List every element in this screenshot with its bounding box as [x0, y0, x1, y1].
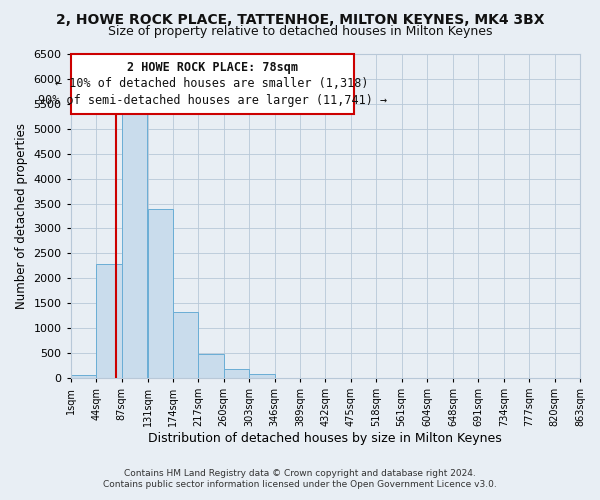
Bar [199, 354, 224, 378]
Text: Contains public sector information licensed under the Open Government Licence v3: Contains public sector information licen… [103, 480, 497, 489]
Bar [71, 376, 96, 378]
Bar [122, 106, 147, 378]
X-axis label: Distribution of detached houses by size in Milton Keynes: Distribution of detached houses by size … [148, 432, 502, 445]
Text: 2, HOWE ROCK PLACE, TATTENHOE, MILTON KEYNES, MK4 3BX: 2, HOWE ROCK PLACE, TATTENHOE, MILTON KE… [56, 12, 544, 26]
Y-axis label: Number of detached properties: Number of detached properties [15, 123, 28, 309]
Bar [148, 210, 173, 378]
Bar [96, 264, 122, 378]
Text: 90% of semi-detached houses are larger (11,741) →: 90% of semi-detached houses are larger (… [38, 94, 387, 107]
Bar [224, 368, 249, 378]
Bar [249, 374, 275, 378]
Text: Size of property relative to detached houses in Milton Keynes: Size of property relative to detached ho… [108, 25, 492, 38]
Text: ← 10% of detached houses are smaller (1,318): ← 10% of detached houses are smaller (1,… [55, 78, 369, 90]
Text: 2 HOWE ROCK PLACE: 78sqm: 2 HOWE ROCK PLACE: 78sqm [127, 60, 298, 74]
Text: Contains HM Land Registry data © Crown copyright and database right 2024.: Contains HM Land Registry data © Crown c… [124, 468, 476, 477]
Bar [173, 312, 199, 378]
